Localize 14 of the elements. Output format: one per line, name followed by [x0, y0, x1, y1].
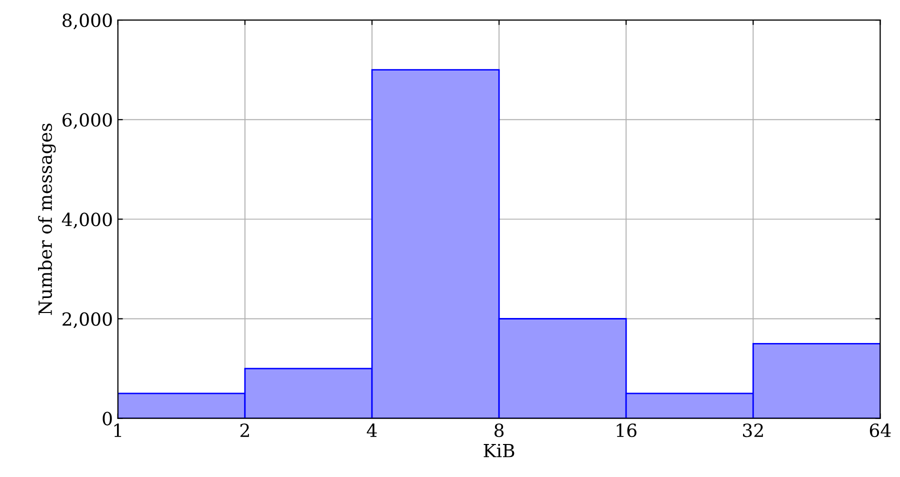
x-tick-label: 1	[114, 424, 122, 437]
y-tick-label: 8,000	[62, 13, 112, 30]
y-tick-label: 4,000	[62, 212, 112, 228]
x-tick-label: 2	[240, 424, 249, 437]
y-tick-label: 0	[102, 412, 112, 426]
x-tick-label: 32	[743, 424, 763, 438]
y-tick-label: 6,000	[62, 113, 112, 129]
x-tick-label: 16	[616, 424, 636, 438]
y-axis-title: Number of messages	[38, 124, 56, 315]
y-tick-label: 2,000	[62, 312, 112, 328]
x-tick-label: 4	[366, 424, 377, 437]
x-tick-label: 8	[494, 424, 504, 438]
x-axis-title: KiB	[484, 444, 514, 458]
x-tick-label: 64	[870, 424, 891, 438]
